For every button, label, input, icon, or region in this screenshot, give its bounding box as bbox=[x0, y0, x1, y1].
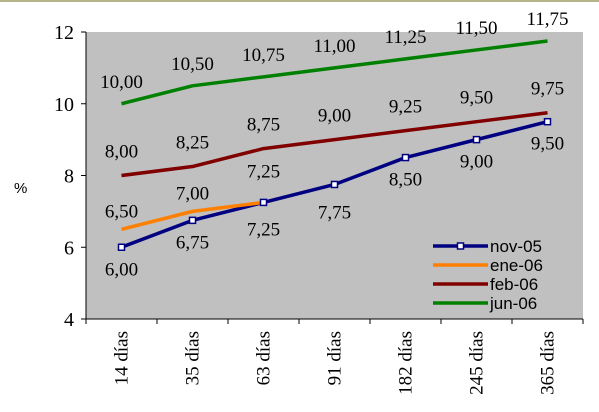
x-tick-label: 182 días bbox=[396, 331, 417, 395]
y-tick-label: 10 bbox=[54, 94, 74, 116]
x-tick-label: 63 días bbox=[254, 331, 275, 385]
y-tick-label: 8 bbox=[64, 166, 74, 188]
data-label: 8,25 bbox=[176, 133, 209, 154]
series-line-ene-06 bbox=[121, 200, 264, 232]
data-label: 11,50 bbox=[455, 18, 497, 39]
x-tick-label: 91 días bbox=[325, 331, 346, 385]
y-tick-label: 6 bbox=[64, 237, 74, 259]
y-axis-label: % bbox=[14, 180, 27, 197]
data-label: 11,25 bbox=[384, 27, 426, 48]
legend-label: feb-06 bbox=[490, 275, 538, 294]
data-label: 6,75 bbox=[176, 232, 209, 253]
x-tick-label: 35 días bbox=[183, 331, 204, 385]
data-label: 9,50 bbox=[460, 88, 493, 109]
data-label: 9,00 bbox=[460, 152, 493, 173]
data-point-marker bbox=[543, 117, 552, 126]
y-tick-label: 12 bbox=[54, 22, 74, 44]
data-label: 7,25 bbox=[247, 219, 280, 240]
y-tick-label: 4 bbox=[64, 309, 74, 331]
data-point-marker bbox=[401, 153, 410, 162]
legend-label: nov-05 bbox=[490, 237, 542, 256]
x-tick-label: 365 días bbox=[538, 331, 559, 395]
legend-label: ene-06 bbox=[490, 256, 543, 275]
data-point-marker bbox=[188, 216, 197, 225]
data-label: 7,25 bbox=[247, 161, 280, 182]
data-label: 6,50 bbox=[105, 201, 138, 222]
data-label: 10,75 bbox=[242, 45, 285, 66]
data-label: 9,50 bbox=[531, 134, 564, 155]
data-label: 10,50 bbox=[171, 54, 214, 75]
data-label: 10,00 bbox=[100, 72, 143, 93]
series-line-feb-06 bbox=[121, 110, 548, 178]
data-label: 7,00 bbox=[176, 183, 209, 204]
data-point-marker bbox=[472, 135, 481, 144]
data-point-marker bbox=[117, 243, 126, 251]
data-label: 6,00 bbox=[105, 259, 138, 280]
data-label: 11,75 bbox=[526, 9, 568, 30]
data-label: 8,00 bbox=[105, 142, 138, 163]
legend-label: jun-06 bbox=[489, 294, 537, 313]
x-tick-label: 245 días bbox=[467, 331, 488, 395]
data-label: 9,25 bbox=[389, 97, 422, 118]
data-label: 9,75 bbox=[531, 79, 564, 100]
data-point-marker bbox=[330, 180, 339, 189]
data-label: 11,00 bbox=[313, 36, 355, 57]
series-line-jun-06 bbox=[121, 39, 548, 106]
data-point-marker bbox=[259, 198, 268, 207]
data-label: 8,75 bbox=[247, 115, 280, 136]
data-label: 8,50 bbox=[389, 170, 422, 191]
legend-marker bbox=[456, 242, 465, 250]
x-tick-label: 14 días bbox=[112, 331, 133, 385]
data-label: 7,75 bbox=[318, 202, 351, 223]
plot-area bbox=[86, 32, 583, 319]
data-label: 9,00 bbox=[318, 106, 351, 127]
